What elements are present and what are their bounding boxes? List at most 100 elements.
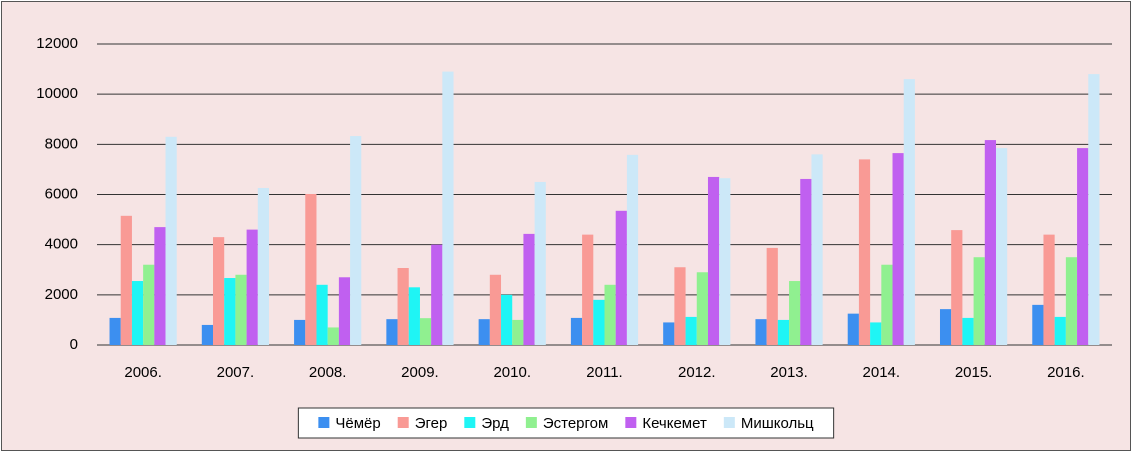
bar xyxy=(294,319,306,345)
x-tick-label: 2008. xyxy=(309,364,347,381)
bar xyxy=(663,322,675,345)
bar xyxy=(109,317,121,345)
bar xyxy=(338,277,351,345)
bar xyxy=(789,281,801,345)
bar xyxy=(766,247,778,345)
bar xyxy=(811,154,823,345)
legend-box xyxy=(297,407,835,439)
legend-label: Чёмёр xyxy=(335,415,380,432)
bar xyxy=(685,316,697,345)
bar xyxy=(397,267,409,345)
x-tick-label: 2015. xyxy=(955,364,993,381)
bar xyxy=(570,317,583,345)
bar xyxy=(257,187,270,345)
x-tick-label: 2009. xyxy=(401,364,439,381)
bar xyxy=(431,244,443,345)
bar xyxy=(213,237,225,345)
bar xyxy=(154,227,166,345)
y-tick-label: 0 xyxy=(70,336,78,353)
x-tick-label: 2013. xyxy=(770,364,808,381)
bar xyxy=(582,234,594,345)
bar xyxy=(489,274,502,345)
bar xyxy=(984,140,996,345)
x-tick-label: 2011. xyxy=(586,364,622,381)
bar xyxy=(201,324,214,345)
bar xyxy=(1054,316,1066,345)
bar xyxy=(523,233,535,345)
x-tick-label: 2010. xyxy=(493,364,531,381)
legend-swatch xyxy=(464,417,476,428)
legend-swatch xyxy=(397,417,409,428)
legend-swatch xyxy=(723,417,735,428)
bar xyxy=(316,284,328,345)
legend-label: Эрд xyxy=(481,415,509,432)
bar xyxy=(386,319,398,345)
bar xyxy=(327,327,339,345)
bar xyxy=(719,178,731,345)
bar xyxy=(892,153,904,345)
bar xyxy=(143,264,155,345)
bar xyxy=(777,319,790,345)
bar xyxy=(903,79,915,345)
bar xyxy=(696,272,708,345)
bar xyxy=(847,313,859,345)
bar xyxy=(165,136,177,345)
bar xyxy=(120,215,132,345)
bar xyxy=(800,178,812,345)
bar xyxy=(707,176,720,345)
x-tick-label: 2006. xyxy=(124,364,162,381)
bar xyxy=(858,159,871,345)
legend-label: Эгер xyxy=(415,415,448,432)
bar xyxy=(305,193,317,345)
x-tick-label: 2014. xyxy=(863,364,901,381)
bar xyxy=(939,309,952,345)
bar xyxy=(224,278,236,345)
bar xyxy=(442,71,454,345)
bar xyxy=(1065,257,1078,345)
bar xyxy=(593,299,605,345)
legend-swatch xyxy=(625,417,637,428)
bar xyxy=(881,264,893,345)
x-tick-label: 2016. xyxy=(1047,364,1085,381)
bar xyxy=(615,210,627,345)
bar xyxy=(419,318,432,345)
y-tick-label: 4000 xyxy=(45,236,78,253)
bar xyxy=(962,317,974,345)
y-tick-label: 8000 xyxy=(45,135,78,152)
bar xyxy=(755,319,767,345)
bar xyxy=(408,287,420,345)
bar xyxy=(235,274,247,345)
bar xyxy=(534,181,546,345)
bar xyxy=(973,257,985,345)
y-tick-label: 10000 xyxy=(36,85,78,102)
bar xyxy=(995,148,1008,345)
bar xyxy=(1043,234,1055,345)
legend: Чёмёр Эгер Эрд Эстергом Кечкемет Мишкольц xyxy=(297,407,835,439)
bar xyxy=(501,294,513,345)
legend-label: Кечкемет xyxy=(642,415,707,432)
bar xyxy=(1032,304,1044,345)
bar xyxy=(131,281,144,345)
bar xyxy=(626,154,639,345)
bar xyxy=(604,284,616,345)
bar xyxy=(951,230,963,345)
bar xyxy=(512,319,524,345)
legend-label: Эстергом xyxy=(543,415,608,432)
bar xyxy=(1088,74,1100,345)
bar xyxy=(478,319,490,345)
bar xyxy=(1077,148,1089,345)
x-tick-label: 2007. xyxy=(217,364,255,381)
x-tick-label: 2012. xyxy=(678,364,716,381)
bar xyxy=(870,322,882,345)
legend-label: Мишкольц xyxy=(741,415,814,432)
bar xyxy=(674,267,686,345)
y-tick-label: 2000 xyxy=(45,286,78,303)
y-tick-label: 12000 xyxy=(36,35,78,52)
y-tick-label: 6000 xyxy=(45,185,78,202)
bar xyxy=(246,229,258,345)
bar xyxy=(350,136,362,345)
legend-swatch xyxy=(318,417,330,428)
legend-swatch xyxy=(525,417,537,428)
